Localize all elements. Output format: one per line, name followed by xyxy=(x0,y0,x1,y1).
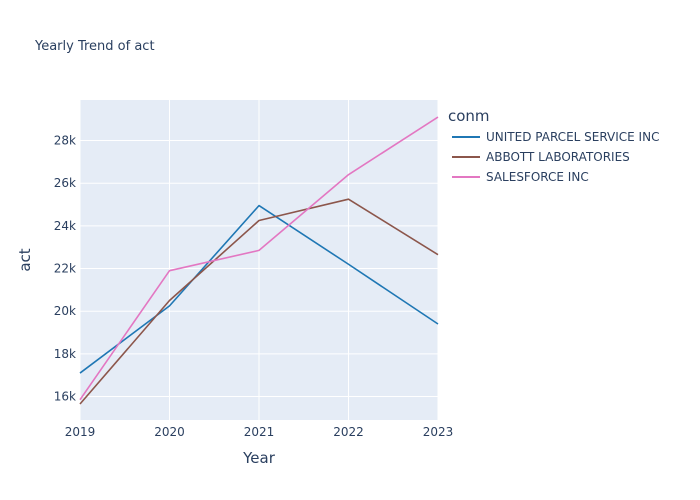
series-line-united-parcel-service-inc[interactable] xyxy=(79,204,439,374)
y-tick-label: 26k xyxy=(54,176,76,190)
y-tick-label: 18k xyxy=(54,347,76,361)
y-tick-label: 22k xyxy=(54,262,76,276)
x-tick-label: 2021 xyxy=(244,425,275,439)
x-tick-label: 2022 xyxy=(333,425,364,439)
y-tick-label: 20k xyxy=(54,304,76,318)
x-tick-label: 2019 xyxy=(65,425,96,439)
chart-title: Yearly Trend of act xyxy=(34,39,155,54)
x-tick-label: 2020 xyxy=(154,425,185,439)
y-tick-label: 16k xyxy=(54,390,76,404)
series-line-abbott-laboratories[interactable] xyxy=(79,198,439,405)
series-line-salesforce-inc[interactable] xyxy=(79,116,439,401)
x-axis-title: Year xyxy=(242,449,276,467)
legend-item-united-parcel-service-inc[interactable]: UNITED PARCEL SERVICE INC xyxy=(486,130,659,144)
x-tick-label: 2023 xyxy=(423,425,454,439)
y-tick-label: 24k xyxy=(54,219,76,233)
legend-item-abbott-laboratories[interactable]: ABBOTT LABORATORIES xyxy=(486,150,630,164)
gridlines xyxy=(79,100,439,420)
legend[interactable]: conm UNITED PARCEL SERVICE INC ABBOTT LAB… xyxy=(448,107,659,184)
series-lines xyxy=(79,116,439,405)
legend-item-salesforce-inc[interactable]: SALESFORCE INC xyxy=(486,170,589,184)
legend-title: conm xyxy=(448,107,490,125)
y-tick-label: 28k xyxy=(54,134,76,148)
tick-labels: 2019 2020 2021 2022 2023 16k 18k 20k 22k 24k 26k 28… xyxy=(54,134,453,439)
y-axis-title: act xyxy=(16,248,34,271)
